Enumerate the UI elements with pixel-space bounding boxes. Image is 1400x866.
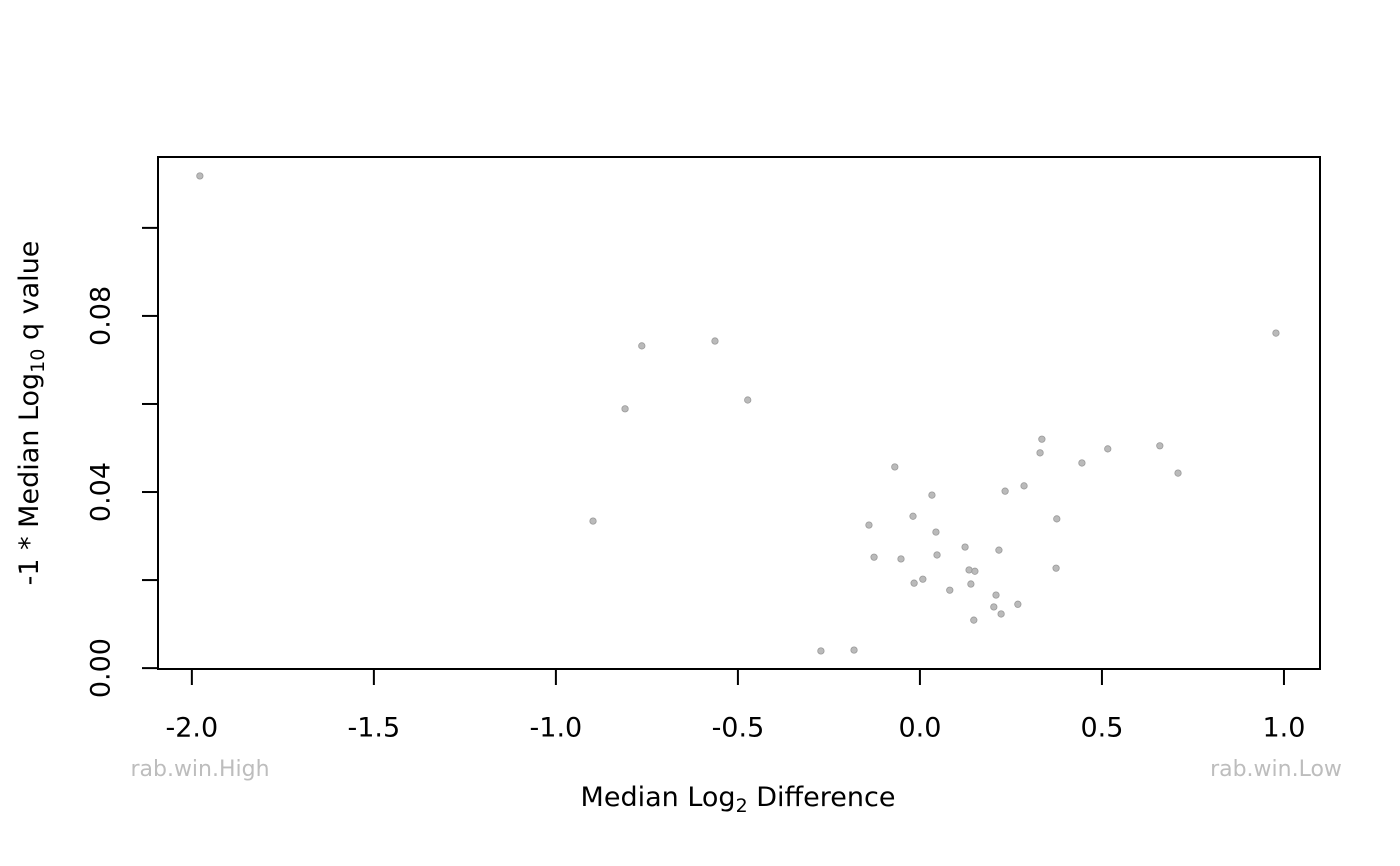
x-axis-label-part: Median Log (581, 782, 736, 813)
x-tick-label: 1.0 (1262, 713, 1305, 744)
y-tick-label: 0.04 (86, 462, 117, 522)
point (910, 579, 918, 587)
point (1036, 449, 1044, 457)
x-axis-label: Median Log2 Difference (581, 782, 896, 817)
point (909, 512, 917, 520)
point (928, 491, 936, 499)
point (1014, 600, 1022, 608)
x-axis-label-sub: 2 (736, 795, 748, 817)
point (589, 517, 597, 525)
point (196, 172, 204, 180)
point (1272, 329, 1280, 337)
point (990, 603, 998, 611)
y-tick-label: 0.00 (86, 638, 117, 698)
x-tick-label: -1.5 (348, 713, 401, 744)
y-axis-label: -1 * Median Log10 q value (14, 241, 49, 586)
y-axis-label-part: -1 * Median Log (14, 373, 45, 586)
x-axis-label-part: Difference (748, 782, 896, 813)
point (870, 553, 878, 561)
point (897, 555, 905, 563)
point (621, 405, 629, 413)
y-axis-label-sub: 10 (27, 349, 49, 373)
point (1174, 469, 1182, 477)
point (1052, 564, 1060, 572)
point (1104, 445, 1112, 453)
point (932, 528, 940, 536)
plot-frame (157, 156, 1321, 670)
x-tick-label: 0.5 (1080, 713, 1123, 744)
point (933, 551, 941, 559)
point (1001, 487, 1009, 495)
point (638, 342, 646, 350)
x-tick-label: -2.0 (166, 713, 219, 744)
point (891, 463, 899, 471)
point (1020, 482, 1028, 490)
point (992, 591, 1000, 599)
point (1156, 442, 1164, 450)
point (965, 566, 973, 574)
point (995, 546, 1003, 554)
point (744, 396, 752, 404)
point (971, 567, 979, 575)
point (1053, 515, 1061, 523)
annotation: rab.win.Low (1210, 757, 1342, 782)
x-tick-label: 0.0 (898, 713, 941, 744)
point (967, 580, 975, 588)
point (919, 575, 927, 583)
annotation: rab.win.High (130, 757, 269, 782)
point (970, 616, 978, 624)
y-tick-label: 0.08 (86, 286, 117, 346)
point (997, 610, 1005, 618)
point (1038, 435, 1046, 443)
point (865, 521, 873, 529)
point (1078, 459, 1086, 467)
x-tick-label: -0.5 (712, 713, 765, 744)
point (817, 647, 825, 655)
point (946, 586, 954, 594)
y-axis-label-part: q value (14, 241, 45, 349)
point (711, 337, 719, 345)
point (961, 543, 969, 551)
x-tick-label: -1.0 (530, 713, 583, 744)
point (850, 646, 858, 654)
